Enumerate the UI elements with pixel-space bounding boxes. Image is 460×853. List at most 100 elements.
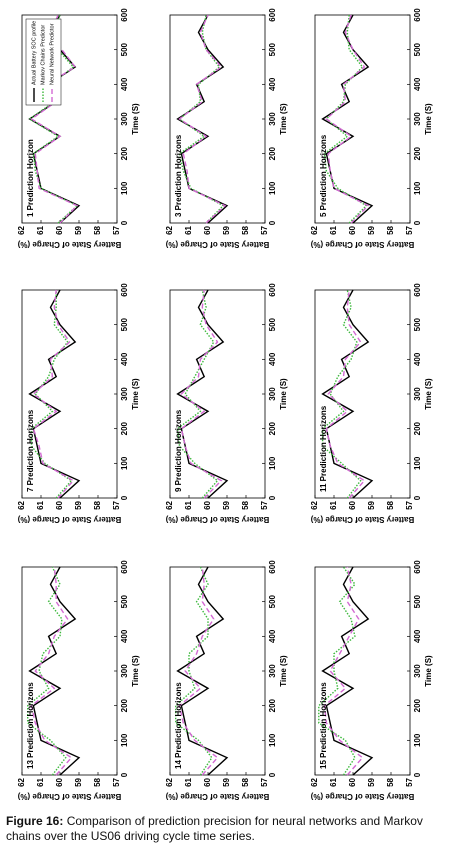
series-line bbox=[175, 566, 213, 776]
x-axis-label: Time (S) bbox=[131, 103, 140, 135]
x-tick-label: 200 bbox=[268, 698, 277, 712]
chart-title: 5 Prediction Horizons bbox=[319, 134, 328, 217]
x-tick-label: 300 bbox=[120, 387, 129, 401]
y-tick-label: 58 bbox=[386, 225, 395, 234]
x-axis-label: Time (S) bbox=[279, 378, 288, 410]
y-tick-label: 60 bbox=[203, 500, 212, 509]
x-tick-label: 300 bbox=[120, 664, 129, 678]
caption-text: Comparison of prediction precision for n… bbox=[6, 814, 423, 843]
y-tick-label: 57 bbox=[112, 500, 121, 509]
y-tick-label: 58 bbox=[241, 225, 250, 234]
y-tick-label: 58 bbox=[93, 225, 102, 234]
y-tick-label: 57 bbox=[112, 225, 121, 234]
y-tick-label: 62 bbox=[17, 225, 26, 234]
chart-title: 7 Prediction Horizons bbox=[26, 409, 35, 492]
chart: 0 100 200 300 400 500 600 57 58 59 60 61 62 Time (S) B… bbox=[310, 8, 433, 249]
x-tick-label: 500 bbox=[268, 42, 277, 56]
x-tick-label: 300 bbox=[268, 112, 277, 126]
y-tick-label: 57 bbox=[112, 777, 121, 786]
x-tick-label: 200 bbox=[120, 421, 129, 435]
y-axis-label: Battery State of Charge (%) bbox=[165, 515, 269, 524]
chart: 0 100 200 300 400 500 600 57 58 59 60 61 62 Time (S) B… bbox=[310, 283, 433, 524]
x-tick-label: 400 bbox=[413, 629, 422, 643]
y-tick-label: 57 bbox=[260, 225, 269, 234]
chart-title: 15 Prediction Horizons bbox=[319, 682, 328, 769]
y-tick-label: 58 bbox=[93, 777, 102, 786]
x-tick-label: 600 bbox=[413, 560, 422, 574]
x-tick-label: 400 bbox=[120, 629, 129, 643]
x-tick-label: 0 bbox=[413, 495, 422, 500]
x-tick-label: 200 bbox=[413, 421, 422, 435]
x-tick-label: 600 bbox=[413, 8, 422, 22]
x-tick-label: 200 bbox=[120, 146, 129, 160]
series-line bbox=[321, 14, 374, 224]
y-tick-label: 58 bbox=[386, 500, 395, 509]
y-axis-label: Battery State of Charge (%) bbox=[17, 515, 121, 524]
y-tick-label: 60 bbox=[348, 500, 357, 509]
chart: 0 100 200 300 400 500 600 57 58 59 60 61 62 Time (S) B… bbox=[310, 560, 433, 801]
chart: 0 100 200 300 400 500 600 57 58 59 60 61 62 Time (S) B… bbox=[17, 8, 140, 249]
series-line bbox=[30, 290, 73, 499]
y-tick-label: 59 bbox=[367, 500, 376, 509]
series-line bbox=[323, 14, 368, 224]
plot-frame bbox=[169, 14, 266, 224]
plot-frame bbox=[169, 566, 266, 776]
x-tick-label: 600 bbox=[120, 283, 129, 297]
y-tick-label: 61 bbox=[36, 500, 45, 509]
chart: 0 100 200 300 400 500 600 57 58 59 60 61 62 Time (S) B… bbox=[17, 560, 140, 801]
y-tick-label: 57 bbox=[405, 225, 414, 234]
series-line bbox=[325, 14, 370, 224]
x-tick-label: 200 bbox=[413, 146, 422, 160]
series-line bbox=[28, 289, 81, 499]
y-axis-label: Battery State of Charge (%) bbox=[310, 792, 414, 801]
y-tick-label: 62 bbox=[17, 500, 26, 509]
y-tick-label: 59 bbox=[367, 225, 376, 234]
y-tick-label: 62 bbox=[310, 225, 319, 234]
caption: Figure 16: Comparison of prediction prec… bbox=[6, 814, 456, 844]
x-tick-label: 200 bbox=[120, 698, 129, 712]
chart-title: 14 Prediction Horizons bbox=[174, 682, 183, 769]
y-tick-label: 62 bbox=[310, 777, 319, 786]
y-tick-label: 61 bbox=[329, 225, 338, 234]
x-tick-label: 0 bbox=[413, 772, 422, 777]
y-axis-label: Battery State of Charge (%) bbox=[310, 240, 414, 249]
caption-label: Figure 16: bbox=[6, 814, 64, 828]
series-line bbox=[318, 566, 356, 776]
y-tick-label: 58 bbox=[241, 777, 250, 786]
y-tick-label: 60 bbox=[55, 500, 64, 509]
x-tick-label: 100 bbox=[268, 456, 277, 470]
y-tick-label: 59 bbox=[74, 225, 83, 234]
x-tick-label: 500 bbox=[120, 42, 129, 56]
series-line bbox=[321, 289, 374, 499]
y-tick-label: 60 bbox=[348, 225, 357, 234]
x-tick-label: 0 bbox=[120, 495, 129, 500]
legend-label: Neural Network Predictor bbox=[49, 23, 55, 85]
x-tick-label: 500 bbox=[413, 317, 422, 331]
y-axis-label: Battery State of Charge (%) bbox=[310, 515, 414, 524]
x-tick-label: 500 bbox=[413, 594, 422, 608]
x-tick-label: 600 bbox=[413, 283, 422, 297]
series-line bbox=[180, 289, 223, 499]
chart: 0 100 200 300 400 500 600 57 58 59 60 61 62 Time (S) B… bbox=[165, 283, 288, 524]
y-tick-label: 59 bbox=[74, 500, 83, 509]
x-tick-label: 200 bbox=[268, 146, 277, 160]
x-tick-label: 600 bbox=[268, 560, 277, 574]
y-axis-label: Battery State of Charge (%) bbox=[17, 240, 121, 249]
series-line bbox=[178, 14, 227, 224]
x-tick-label: 400 bbox=[120, 352, 129, 366]
y-tick-label: 58 bbox=[386, 777, 395, 786]
series-line bbox=[28, 566, 81, 776]
x-tick-label: 500 bbox=[120, 594, 129, 608]
plot-frame bbox=[314, 566, 411, 776]
y-tick-label: 59 bbox=[222, 225, 231, 234]
y-tick-label: 59 bbox=[222, 777, 231, 786]
x-tick-label: 100 bbox=[413, 181, 422, 195]
chart-title: 11 Prediction Horizons bbox=[319, 405, 328, 492]
y-tick-label: 62 bbox=[165, 500, 174, 509]
chart: 0 100 200 300 400 500 600 57 58 59 60 61 62 Time (S) B… bbox=[165, 560, 288, 801]
series-line bbox=[30, 14, 79, 224]
legend-label: Actual Battery SOC profile bbox=[31, 21, 37, 85]
x-tick-label: 0 bbox=[268, 772, 277, 777]
x-tick-label: 400 bbox=[268, 77, 277, 91]
y-tick-label: 60 bbox=[203, 777, 212, 786]
